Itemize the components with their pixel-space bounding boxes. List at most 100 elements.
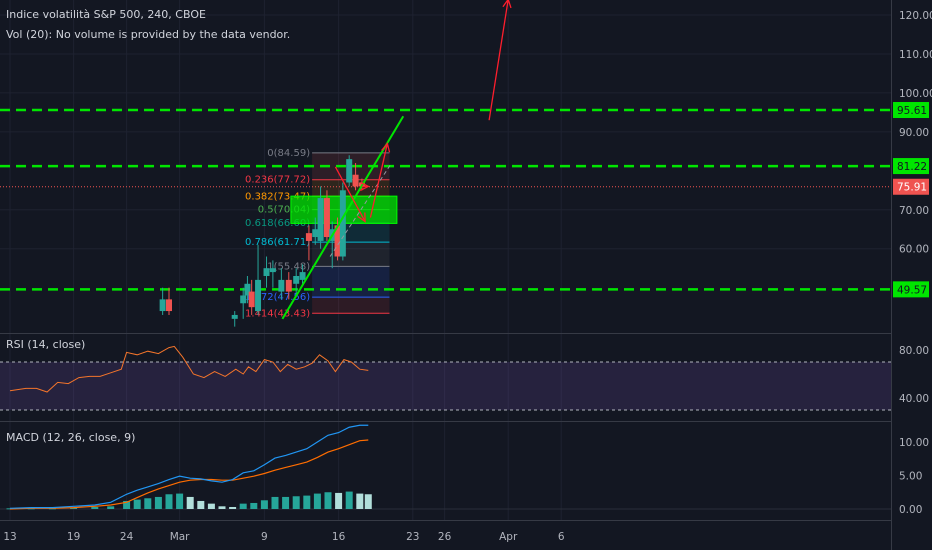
candle-body [312,229,319,238]
macd-histogram-bar [364,494,372,509]
time-tick-label: 9 [261,531,268,543]
candles [159,155,365,327]
drawings[interactable] [281,0,512,320]
macd-tick-label: 0.00 [899,504,922,516]
macd-histogram-bar [70,507,78,509]
macd-histogram-bar [239,503,247,509]
macd-histogram-bar [107,506,115,509]
rsi-title[interactable]: RSI (14, close) [6,338,86,351]
candle-body [263,268,270,276]
price-tick-label: 110.00 [899,49,932,61]
macd-line [9,424,369,509]
macd-histogram-bar [154,496,162,509]
horizontal-levels[interactable] [0,108,891,291]
macd-tick-label: 10.00 [899,437,929,449]
rsi-tick-label: 40.00 [899,393,929,405]
macd-signal-line [9,439,369,510]
macd-title[interactable]: MACD (12, 26, close, 9) [6,431,136,444]
level-badge-label: 95.61 [897,105,927,117]
macd-tick-label: 5.00 [899,471,922,483]
time-tick-label: 26 [438,531,452,543]
macd-histogram-bar [313,493,321,509]
projection-line [329,162,393,257]
volume-note: Vol (20): No volume is provided by the d… [6,28,291,41]
arrow-head [381,142,391,153]
last-price-badge [893,178,929,195]
rsi-pane [0,345,891,411]
macd-histogram-bar [356,493,364,509]
candle-body [317,198,324,241]
time-tick-label: 19 [67,531,80,543]
fib-band [312,179,390,197]
time-axis[interactable]: 13 19 24 Mar 9 16 23 26 Apr 6 [3,531,565,543]
candle-body [240,295,247,304]
macd-histogram-bar [186,496,194,509]
fib-level-label: 0.382(73.47) [245,191,310,202]
time-tick-label: Mar [170,531,190,543]
macd-histogram-bar [282,496,290,509]
price-tick-label: 100.00 [899,88,932,100]
candle-body [159,299,166,312]
fib-level-label: 0.5(70.04) [258,205,310,216]
candle-body [346,159,353,183]
candle-body [334,225,341,257]
fib-level-label: 0(84.59) [267,148,310,159]
candle-body [339,190,346,257]
fib-level-label: 1(55.48) [267,261,310,272]
macd-histogram-bar [303,495,311,509]
price-tick-label: 60.00 [899,244,929,256]
candle-body [244,283,251,296]
last-price-label: 75.91 [897,182,927,194]
macd-histogram-bar [197,500,205,509]
fib-level-label: 1.414(43.43) [245,308,310,319]
macd-histogram-bar [324,492,332,509]
fib-level-label: 0.786(61.71) [245,237,310,248]
fib-band [312,297,390,314]
macd-histogram-bar [207,503,215,509]
time-tick-label: 6 [558,531,565,543]
candle-body [352,174,359,187]
time-tick-label: 23 [406,531,419,543]
macd-histogram-bar [335,492,343,509]
arrow-head [502,0,512,9]
arrow-line [488,0,509,121]
arrow-line [369,143,388,218]
candle-body [278,279,285,292]
price-tick-label: 120.00 [899,10,932,22]
fib-band [312,266,390,298]
rsi-line [9,345,369,393]
time-tick-label: Apr [499,531,518,543]
price-axis[interactable]: 120.00 110.00 100.00 90.00 70.00 60.00 95.61 81… [892,0,932,550]
macd-histogram-bar [218,506,226,509]
grid-lines [0,0,891,520]
fib-level-label: 1.272(47.56) [245,292,310,303]
macd-histogram-bar [144,498,152,509]
candle-body [248,291,255,308]
macd-histogram-bar [345,491,353,509]
candle-body [293,275,300,284]
macd-histogram-bar [91,506,99,509]
candle-body [299,272,306,280]
macd-histogram-bar [229,506,237,509]
macd-histogram-bar [165,494,173,509]
fib-level-label: 0.618(66.60) [245,218,310,229]
price-tick-label: 90.00 [899,127,929,139]
time-tick-label: 16 [332,531,346,543]
macd-histogram-bar [292,496,300,509]
level-badge-label: 81.22 [897,161,927,173]
level-badge [893,102,929,119]
candle-body [285,279,292,292]
fib-band [312,242,390,267]
fib-level-label: 0.236(77.72) [245,175,310,186]
chart-title[interactable]: Indice volatilità S&P 500, 240, CBOE [6,8,206,21]
candle-body [323,198,330,238]
time-tick-label: 13 [3,531,16,543]
candle-body [255,279,262,312]
macd-histogram-bar [250,502,258,509]
macd-histogram-bar [123,500,131,509]
arrow-line [334,166,366,222]
macd-histogram-bar [271,496,279,509]
level-badge-label: 49.57 [897,284,927,296]
